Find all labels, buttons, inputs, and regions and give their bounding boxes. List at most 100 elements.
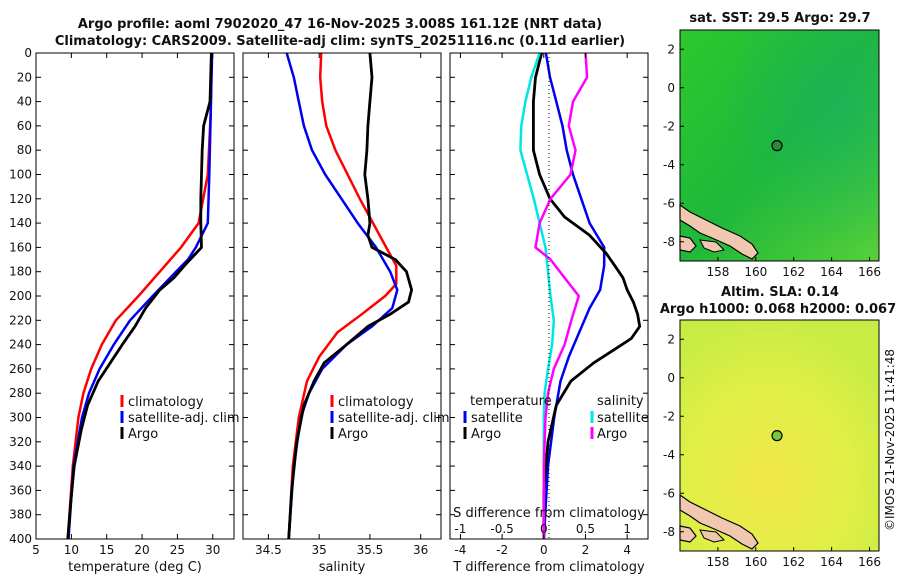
lat-tick-label: -4: [663, 158, 675, 172]
lon-tick-label: 164: [820, 265, 843, 279]
lon-tick-label: 158: [706, 555, 729, 569]
salinity-panel: 34.5 35 35.5 36 salinity climatology satell…: [242, 52, 450, 575]
sla-map-subtitle: Argo h1000: 0.068 h2000: 0.067: [660, 302, 896, 317]
sst-lat-ticks: 2 0 -2 -4 -6 -8: [663, 42, 684, 249]
sla-coastline: [679, 493, 759, 550]
y-tick-label: 380: [9, 508, 32, 522]
sla-argo-marker: [771, 430, 783, 442]
salinity-axes-box: [242, 52, 442, 540]
lat-tick-label: -4: [663, 448, 675, 462]
sla-lon-ticks: 158 160 162 164 166: [706, 547, 881, 569]
sla-map: Altim. SLA: 0.14 Argo h1000: 0.068 h2000…: [660, 285, 896, 569]
x-tick-label: 30: [205, 543, 220, 557]
y-tick-label: 320: [9, 435, 32, 449]
legend-argo: Argo: [338, 427, 368, 442]
island-landmass: [699, 529, 726, 543]
sst-map-title: sat. SST: 29.5 Argo: 29.7: [689, 11, 870, 26]
y-tick-label: 340: [9, 459, 32, 473]
y-tick-label: 0: [24, 46, 32, 60]
y-tick-label: 60: [17, 119, 32, 133]
t-diff-xlabel: T difference from climatology: [452, 560, 645, 575]
y-tick-label: 240: [9, 338, 32, 352]
difference-legend: temperature salinity satellite Argo sate…: [463, 394, 649, 442]
x-tick-label: 25: [170, 543, 185, 557]
t-diff-tick-labels: -4 -2 0 2 4: [454, 53, 631, 557]
s-diff-tick-labels: -1 -0.5 0 0.5 1: [454, 522, 631, 536]
legend-argo: Argo: [128, 427, 158, 442]
x-tick-label: 36: [413, 543, 428, 557]
y-tick-label: 260: [9, 362, 32, 376]
x-tick-label: 34.5: [255, 543, 282, 557]
legend-t-satellite: satellite: [471, 411, 523, 426]
salinity-tick-labels: 34.5 35 35.5 36: [255, 53, 428, 557]
legend-s-argo: Argo: [597, 427, 627, 442]
salinity-legend: climatology satellite-adj. clim Argo: [330, 395, 450, 442]
sst-argo-marker: [771, 140, 783, 152]
island-landmass: [679, 493, 759, 550]
x-tick-label: 35: [312, 543, 327, 557]
s-diff-tick-label: 0.5: [576, 522, 595, 536]
difference-marks: [450, 52, 648, 540]
x-tick-label: 15: [99, 543, 114, 557]
s-diff-xlabel: S difference from climatology: [453, 506, 645, 521]
argo-position-marker: [771, 140, 783, 152]
lat-tick-label: 2: [667, 332, 675, 346]
figure-title-line1: Argo profile: aoml 7902020_47 16-Nov-202…: [78, 17, 602, 32]
series-line-satellite-adj-clim: [67, 52, 214, 540]
difference-panel: -4 -2 0 2 4 -1 -0.5 0 0.5 1 S difference from cl…: [449, 52, 649, 575]
island-landmass: [699, 239, 726, 253]
legend-title-salinity: salinity: [597, 394, 644, 409]
series-line-argo: [287, 52, 414, 540]
legend-title-temperature: temperature: [470, 394, 552, 409]
y-tick-label: 160: [9, 240, 32, 254]
difference-axes-box: [449, 52, 649, 540]
argo-position-marker: [771, 430, 783, 442]
lon-tick-label: 162: [782, 265, 805, 279]
x-tick-label: 0: [540, 543, 548, 557]
lon-tick-label: 162: [782, 555, 805, 569]
series-line-t-satellite: [542, 52, 606, 540]
y-tick-label: 360: [9, 483, 32, 497]
sst-lon-ticks: 158 160 162 164 166: [706, 257, 881, 279]
y-tick-label: 300: [9, 411, 32, 425]
depth-tick-labels: 0 20 40 60 80 100 120 140 160 180 200 220 240 260 280 3…: [9, 46, 234, 546]
temperature-xlabel: temperature (deg C): [68, 560, 202, 575]
y-tick-label: 180: [9, 265, 32, 279]
lat-tick-label: 2: [667, 42, 675, 56]
island-landmass: [679, 203, 759, 260]
sst-map: sat. SST: 29.5 Argo: 29.7 158 160 162 164 16…: [663, 11, 881, 279]
lat-tick-label: -6: [663, 196, 675, 210]
series-line-s-argo: [534, 52, 589, 539]
x-tick-label: 35.5: [357, 543, 384, 557]
legend-satellite: satellite-adj. clim: [338, 411, 450, 426]
series-line-climatology: [287, 52, 398, 540]
legend-climatology: climatology: [128, 395, 204, 410]
lon-tick-label: 158: [706, 265, 729, 279]
lon-tick-label: 160: [744, 265, 767, 279]
y-tick-label: 200: [9, 289, 32, 303]
temperature-tick-labels: 5 10 15 20 25 30: [32, 53, 220, 557]
x-tick-label: 20: [134, 543, 149, 557]
salinity-marks: [243, 52, 441, 540]
series-line-climatology: [66, 52, 213, 540]
temperature-panel: 0 20 40 60 80 100 120 140 160 180 200 220 240 260 280 3…: [9, 46, 240, 575]
y-tick-label: 140: [9, 216, 32, 230]
lon-tick-label: 166: [858, 555, 881, 569]
lat-tick-label: -2: [663, 409, 675, 423]
y-tick-label: 220: [9, 313, 32, 327]
s-diff-tick-label: 1: [623, 522, 631, 536]
y-tick-label: 100: [9, 168, 32, 182]
lon-tick-label: 160: [744, 555, 767, 569]
x-tick-label: 5: [32, 543, 40, 557]
lat-tick-label: -6: [663, 486, 675, 500]
x-tick-label: 10: [64, 543, 79, 557]
x-tick-label: 4: [623, 543, 631, 557]
lat-tick-label: -2: [663, 119, 675, 133]
y-tick-label: 120: [9, 192, 32, 206]
series-line-satellite-adj-clim: [285, 52, 399, 540]
legend-t-argo: Argo: [471, 427, 501, 442]
x-tick-label: -2: [496, 543, 508, 557]
x-tick-label: 2: [582, 543, 590, 557]
s-diff-tick-label: -1: [454, 522, 466, 536]
